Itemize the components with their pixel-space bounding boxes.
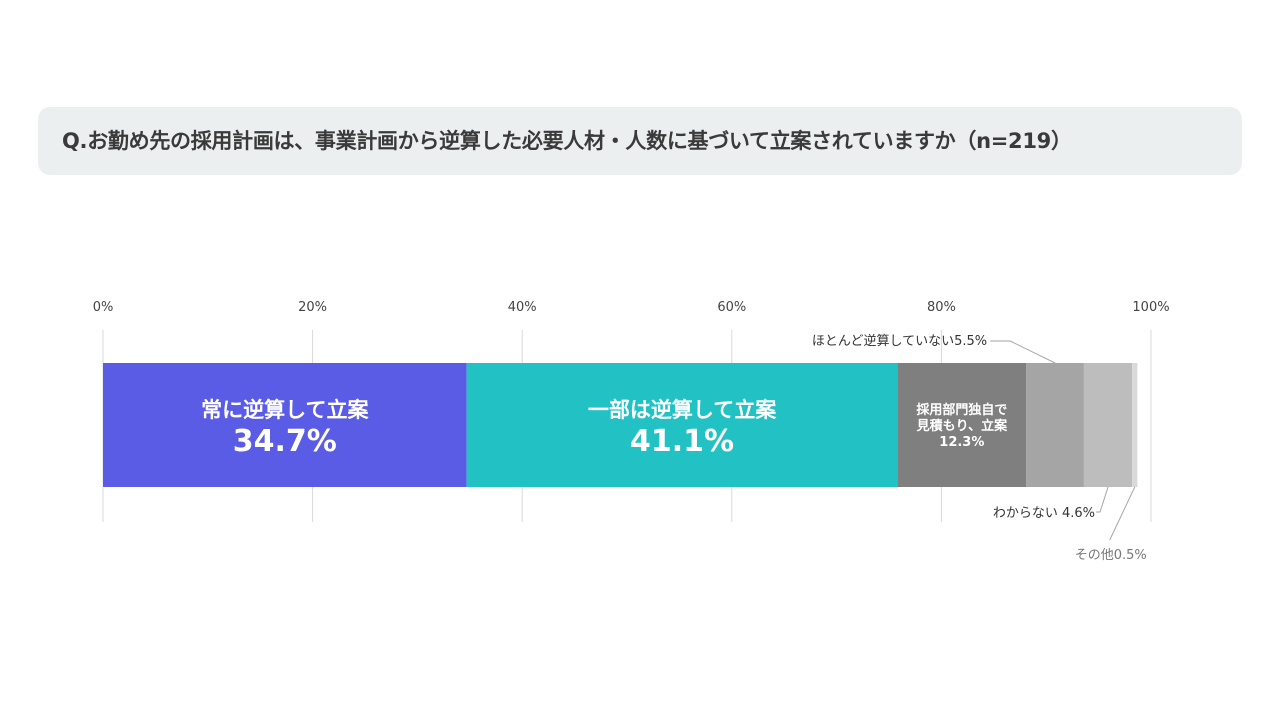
segment-label: 採用部門独自で xyxy=(916,402,1007,418)
callout-label: その他0.5% xyxy=(1075,548,1147,563)
bar-segment xyxy=(897,363,1027,487)
segment-label: 12.3% xyxy=(939,435,984,450)
segment-name-label: 常に逆算して立案 xyxy=(201,398,369,422)
x-tick-label: 100% xyxy=(1132,300,1169,315)
x-tick-label: 20% xyxy=(298,300,327,315)
callout-leader xyxy=(990,340,1056,364)
callout-leader xyxy=(1109,486,1136,541)
callout-label: ほとんど逆算していない5.5% xyxy=(812,333,987,349)
bar-segment xyxy=(1026,363,1084,487)
x-tick-label: 0% xyxy=(93,300,114,315)
x-tick-label: 80% xyxy=(927,300,956,315)
segment-value-label: 34.7% xyxy=(233,424,337,459)
segment-value-label: 41.1% xyxy=(630,424,734,459)
question-box: Q.お勤め先の採用計画は、事業計画から逆算した必要人材・人数に基づいて立案されて… xyxy=(38,107,1242,175)
segment-label: 見積もり、立案 xyxy=(916,418,1008,434)
bar-segment xyxy=(1083,363,1133,487)
x-tick-label: 60% xyxy=(717,300,746,315)
x-tick-label: 40% xyxy=(508,300,537,315)
callout-label: わからない 4.6% xyxy=(993,506,1095,521)
question-title: Q.お勤め先の採用計画は、事業計画から逆算した必要人材・人数に基づいて立案されて… xyxy=(62,129,1072,153)
bar-segment xyxy=(466,363,898,487)
bar-segment xyxy=(103,363,467,487)
callout-leader xyxy=(1096,486,1109,513)
segment-name-label: 一部は逆算して立案 xyxy=(588,398,777,422)
bar-segment xyxy=(1132,363,1138,487)
